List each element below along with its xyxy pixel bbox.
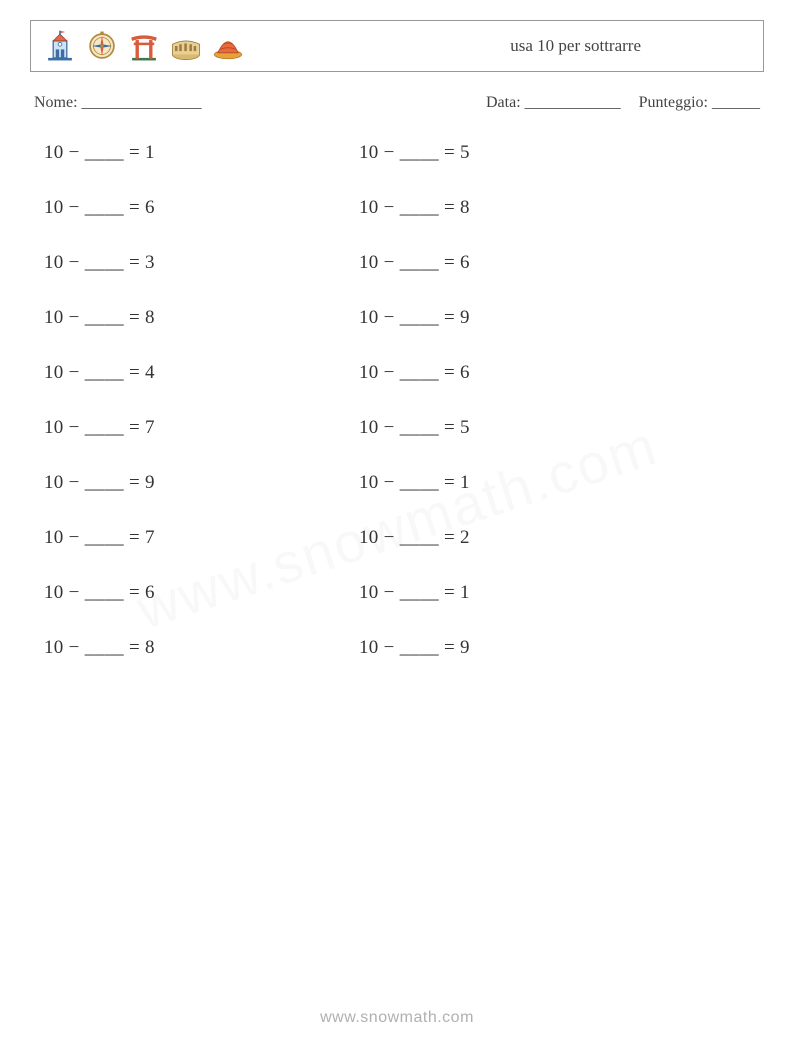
problem-row: 10 − ____ = 8 xyxy=(359,197,674,219)
problem-row: 10 − ____ = 1 xyxy=(44,142,359,164)
problem-row: 10 − ____ = 1 xyxy=(359,472,674,494)
problems-column-right: 10 − ____ = 5 10 − ____ = 8 10 − ____ = 6 1… xyxy=(359,142,674,692)
problem-row: 10 − ____ = 2 xyxy=(359,527,674,549)
problem-row: 10 − ____ = 9 xyxy=(359,637,674,659)
problem-row: 10 − ____ = 9 xyxy=(359,307,674,329)
torii-icon xyxy=(127,29,161,63)
header: usa 10 per sottrarre xyxy=(30,20,764,72)
problem-row: 10 − ____ = 5 xyxy=(359,142,674,164)
problem-row: 10 − ____ = 6 xyxy=(359,252,674,274)
header-icons xyxy=(43,29,245,63)
problem-row: 10 − ____ = 5 xyxy=(359,417,674,439)
footer-url: www.snowmath.com xyxy=(0,1009,794,1027)
problems-column-left: 10 − ____ = 1 10 − ____ = 6 10 − ____ = 3 1… xyxy=(44,142,359,692)
problem-row: 10 − ____ = 8 xyxy=(44,637,359,659)
problem-row: 10 − ____ = 9 xyxy=(44,472,359,494)
colosseum-icon xyxy=(169,29,203,63)
problem-row: 10 − ____ = 1 xyxy=(359,582,674,604)
problem-row: 10 − ____ = 7 xyxy=(44,527,359,549)
hat-icon xyxy=(211,29,245,63)
name-field: Nome: _______________ xyxy=(34,94,486,112)
worksheet-title: usa 10 per sottrarre xyxy=(510,36,751,56)
problem-row: 10 − ____ = 3 xyxy=(44,252,359,274)
score-field: Punteggio: ______ xyxy=(639,94,760,112)
problem-row: 10 − ____ = 6 xyxy=(44,197,359,219)
problem-row: 10 − ____ = 6 xyxy=(44,582,359,604)
info-row: Nome: _______________ Data: ____________… xyxy=(30,94,764,112)
problem-row: 10 − ____ = 4 xyxy=(44,362,359,384)
compass-icon xyxy=(85,29,119,63)
problem-row: 10 − ____ = 6 xyxy=(359,362,674,384)
date-field: Data: ____________ xyxy=(486,94,621,112)
problem-row: 10 − ____ = 8 xyxy=(44,307,359,329)
building-icon xyxy=(43,29,77,63)
problem-row: 10 − ____ = 7 xyxy=(44,417,359,439)
problems-grid: 10 − ____ = 110 − ____ = 610 − ____ = 31… xyxy=(30,142,764,692)
